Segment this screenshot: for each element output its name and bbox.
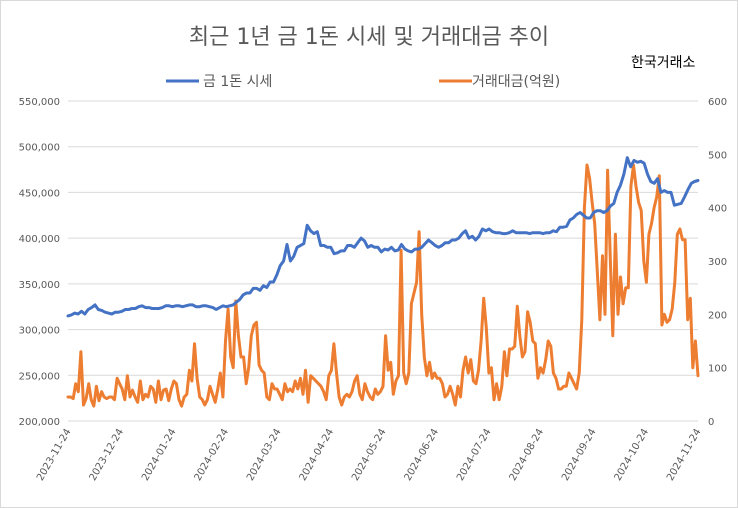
x-tick-label: 2023-11-24 bbox=[35, 427, 74, 483]
x-tick-label: 2024-01-24 bbox=[140, 427, 179, 483]
left-tick-label: 250,000 bbox=[19, 371, 60, 382]
chart-title: 최근 1년 금 1돈 시세 및 거래대금 추이 bbox=[189, 25, 549, 50]
left-tick-label: 300,000 bbox=[19, 326, 60, 337]
x-tick-label: 2024-09-24 bbox=[560, 427, 599, 483]
left-tick-label: 400,000 bbox=[19, 234, 60, 245]
x-tick-label: 2023-12-24 bbox=[88, 427, 127, 483]
x-tick-label: 2024-10-24 bbox=[613, 427, 652, 483]
x-tick-label: 2024-05-24 bbox=[350, 427, 389, 483]
left-tick-label: 500,000 bbox=[19, 143, 60, 154]
x-tick-label: 2024-06-24 bbox=[403, 427, 442, 483]
series-line-gold-price bbox=[66, 156, 700, 318]
x-tick-label: 2024-08-24 bbox=[508, 427, 547, 483]
right-tick-label: 400 bbox=[708, 204, 727, 215]
x-tick-label: 2024-03-24 bbox=[245, 427, 284, 483]
left-tick-label: 200,000 bbox=[19, 417, 60, 428]
right-tick-label: 100 bbox=[708, 364, 727, 375]
right-tick-label: 500 bbox=[708, 150, 727, 161]
right-tick-label: 300 bbox=[708, 257, 727, 268]
source-label: 한국거래소 bbox=[631, 55, 696, 71]
left-axis-ticks: 200,000 250,000 300,000 350,000 400,000 450,0… bbox=[19, 97, 60, 428]
right-tick-label: 0 bbox=[708, 417, 714, 428]
series-line-trading-value bbox=[66, 163, 700, 408]
gridlines bbox=[68, 100, 698, 422]
x-tick-label: 2024-07-24 bbox=[455, 427, 494, 483]
legend: 금 1돈 시세 거래대금(억원) bbox=[166, 74, 560, 90]
legend-label-gold-price: 금 1돈 시세 bbox=[203, 74, 272, 90]
x-axis-ticks: 2023-11-24 2023-12-24 2024-01-24 2024-02-24… bbox=[35, 427, 704, 483]
x-tick-label: 2024-02-24 bbox=[193, 427, 232, 483]
series-layer bbox=[66, 156, 700, 408]
x-tick-label: 2024-11-24 bbox=[665, 427, 704, 483]
right-tick-label: 600 bbox=[708, 97, 727, 108]
left-tick-label: 550,000 bbox=[19, 97, 60, 108]
right-tick-label: 200 bbox=[708, 310, 727, 321]
left-tick-label: 350,000 bbox=[19, 280, 60, 291]
legend-label-trading-value: 거래대금(억원) bbox=[472, 74, 560, 90]
right-axis-ticks: 0 100 200 300 400 500 600 bbox=[708, 97, 727, 428]
left-tick-label: 450,000 bbox=[19, 188, 60, 199]
x-tick-label: 2024-04-24 bbox=[298, 427, 337, 483]
